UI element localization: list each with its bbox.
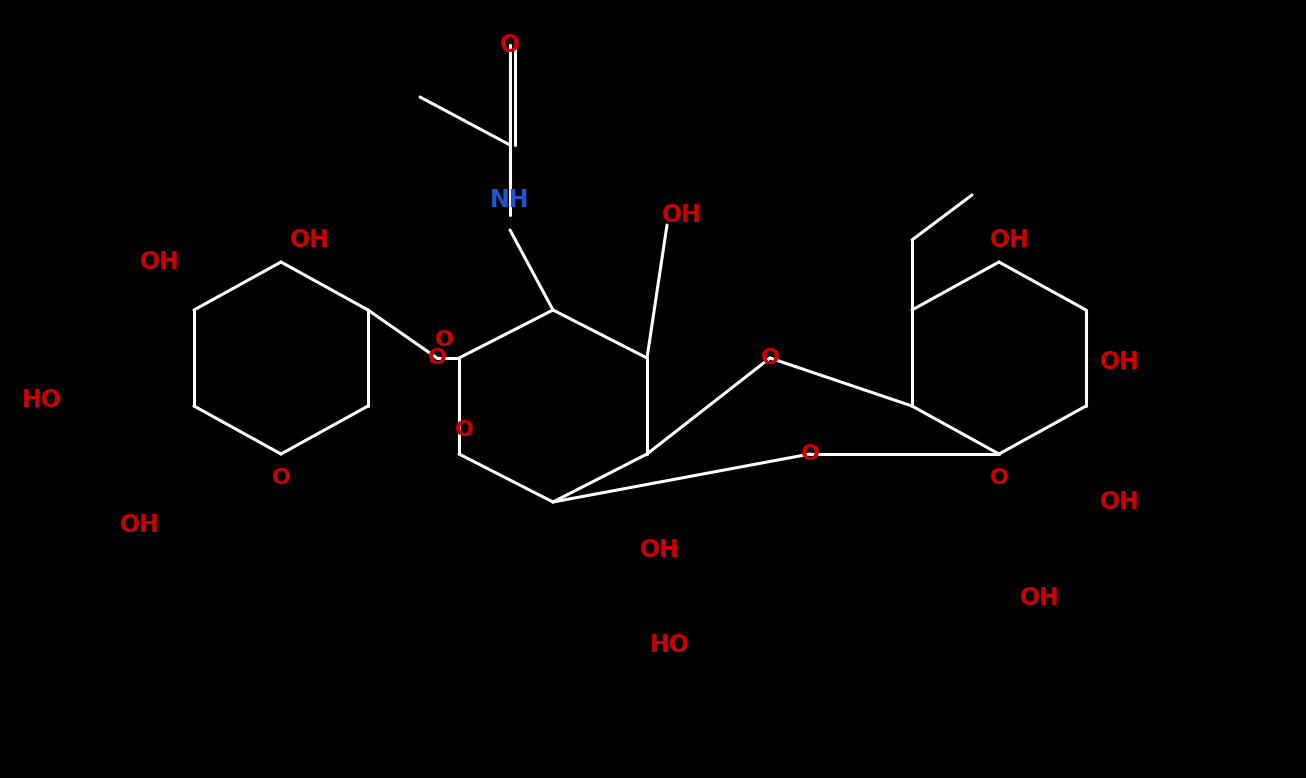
Text: OH: OH (990, 228, 1030, 252)
Text: OH: OH (1100, 490, 1140, 514)
Text: OH: OH (640, 538, 680, 562)
Text: OH: OH (290, 228, 330, 252)
Text: OH: OH (140, 250, 180, 274)
Text: NH: NH (490, 188, 530, 212)
Text: OH: OH (1100, 350, 1140, 374)
Text: OH: OH (1020, 586, 1060, 610)
Text: O: O (760, 348, 780, 368)
Text: O: O (500, 33, 520, 57)
Text: HO: HO (650, 633, 690, 657)
Text: O: O (427, 348, 447, 368)
Text: O: O (272, 468, 290, 488)
Text: O: O (801, 444, 819, 464)
Text: O: O (990, 468, 1008, 488)
Text: HO: HO (22, 388, 61, 412)
Text: OH: OH (662, 203, 701, 227)
Text: OH: OH (120, 513, 159, 537)
Text: O: O (454, 420, 474, 440)
Text: O: O (435, 330, 453, 350)
